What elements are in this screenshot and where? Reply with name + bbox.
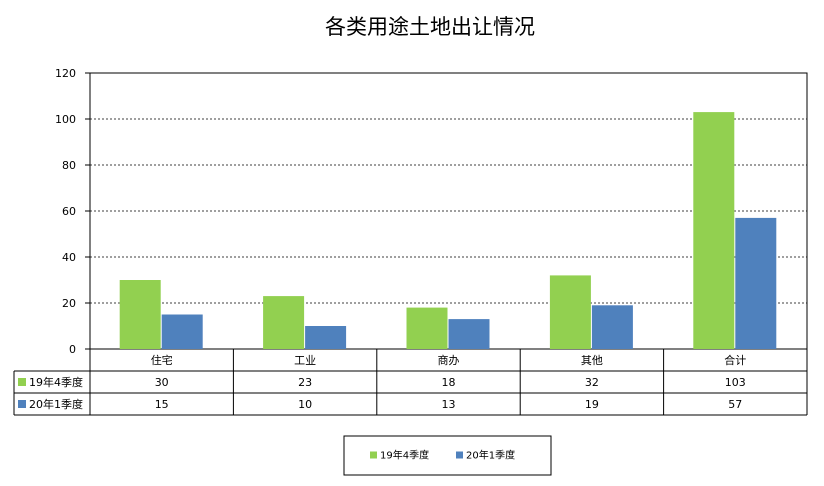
y-tick-label: 60: [62, 205, 76, 218]
y-tick-label: 0: [69, 343, 76, 356]
data-label: 103: [725, 376, 746, 389]
x-category-label: 其他: [581, 354, 603, 367]
table-legend-key: [18, 378, 26, 386]
bar-series1: [263, 296, 305, 349]
data-label: 15: [155, 398, 169, 411]
legend-key: [370, 451, 377, 459]
bar-series2: [161, 314, 203, 349]
data-label: 30: [155, 376, 169, 389]
data-label: 57: [728, 398, 742, 411]
bar-series1: [119, 280, 161, 349]
legend-label: 20年1季度: [466, 449, 515, 462]
bar-series2: [735, 217, 777, 349]
data-label: 18: [442, 376, 456, 389]
bar-series1: [406, 307, 448, 349]
legend-label: 19年4季度: [380, 449, 429, 462]
table-series-name: 20年1季度: [29, 397, 83, 411]
x-category-label: 商办: [438, 353, 460, 367]
table-legend-key: [18, 400, 26, 408]
chart-title: 各类用途土地出让情况: [325, 15, 535, 39]
data-label: 13: [442, 398, 456, 411]
data-label: 19: [585, 398, 599, 411]
y-tick-label: 100: [55, 113, 76, 126]
bar-series2: [448, 319, 490, 349]
table-series-name: 19年4季度: [29, 375, 83, 389]
y-tick-label: 20: [62, 297, 76, 310]
x-category-label: 住宅: [151, 353, 173, 367]
y-tick-label: 40: [62, 251, 76, 264]
bar-series2: [591, 305, 633, 349]
legend-key: [456, 451, 463, 459]
bar-series1: [549, 275, 591, 349]
x-category-label: 合计: [724, 353, 746, 367]
bar-series1: [693, 112, 735, 349]
legend-box: [343, 435, 552, 476]
data-label: 32: [585, 376, 599, 389]
data-label: 10: [298, 398, 312, 411]
bar-series2: [305, 326, 347, 349]
x-category-label: 工业: [294, 354, 316, 367]
y-tick-label: 80: [62, 159, 76, 172]
y-tick-label: 120: [55, 67, 76, 80]
data-label: 23: [298, 376, 312, 389]
